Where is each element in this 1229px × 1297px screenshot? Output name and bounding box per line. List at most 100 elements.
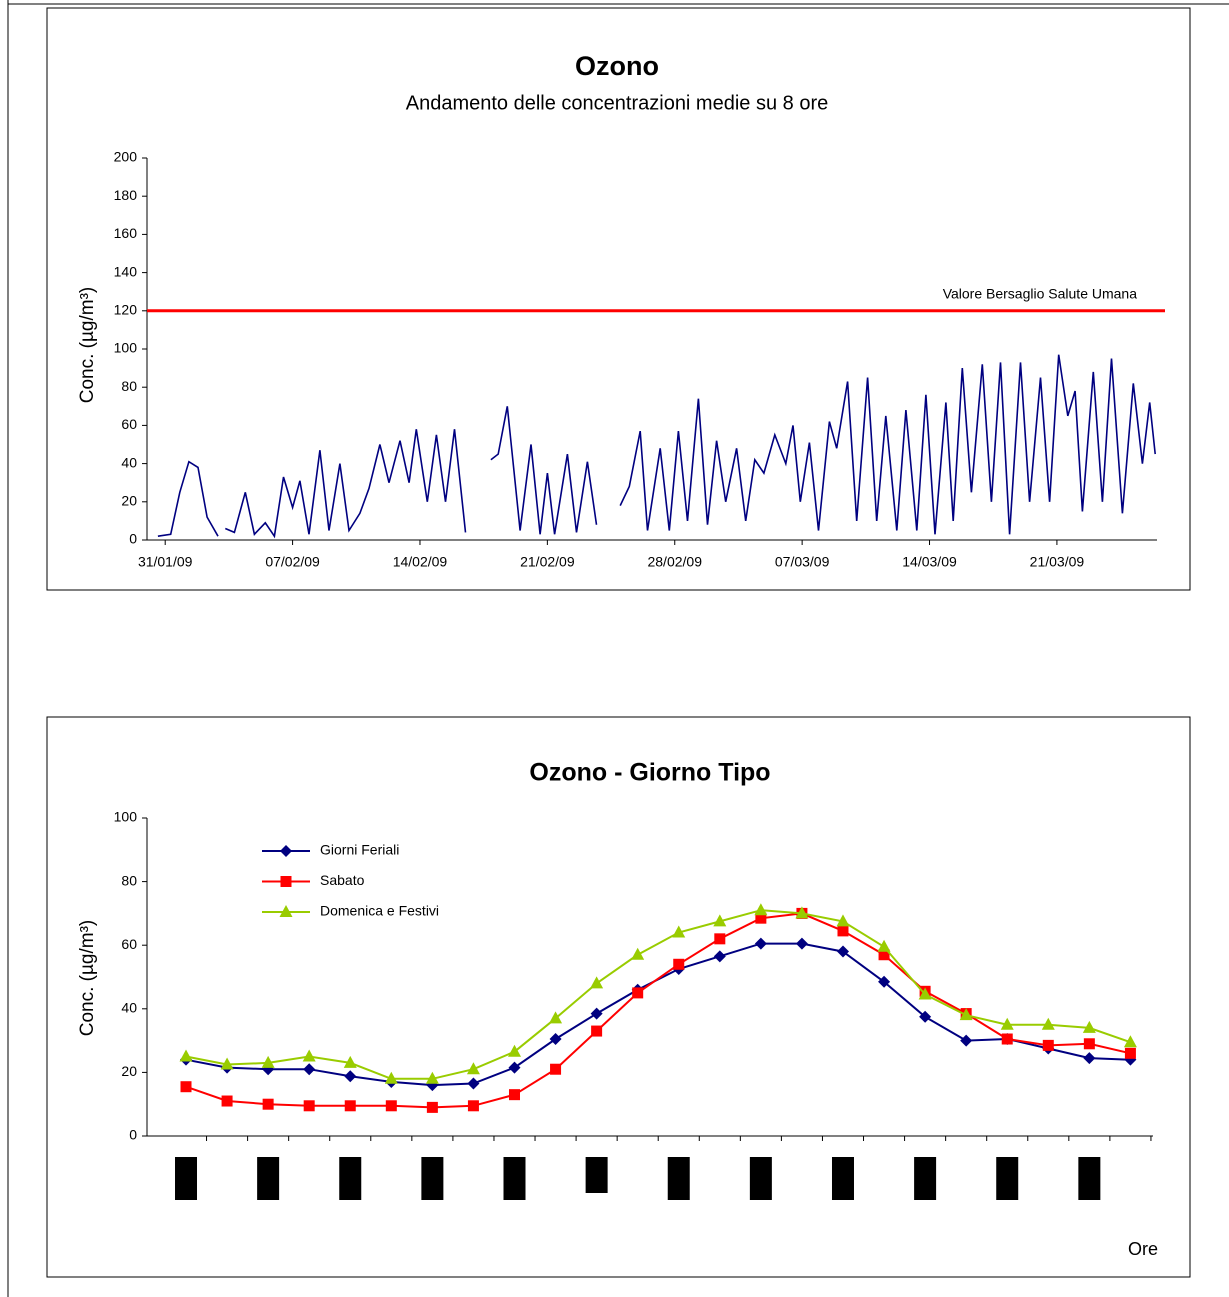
y-tick-label: 0 (129, 1127, 137, 1143)
y-tick-label: 20 (121, 1063, 137, 1079)
x-label-glyph (339, 1157, 362, 1200)
marker (344, 1070, 357, 1083)
x-label-glyph (831, 1157, 854, 1200)
y-tick-label: 200 (114, 149, 138, 165)
marker (384, 1071, 398, 1084)
marker (180, 1081, 192, 1093)
x-tick-label: 28/02/09 (647, 554, 702, 570)
marker (837, 925, 849, 937)
marker (591, 1025, 603, 1037)
chart-frame (46, 7, 1191, 591)
marker (1000, 1017, 1014, 1030)
chart-title: Ozono (575, 51, 659, 81)
y-tick-label: 0 (129, 531, 137, 547)
y-tick-label: 100 (114, 340, 138, 356)
marker (919, 1010, 932, 1023)
x-label-glyph (175, 1157, 198, 1200)
marker (836, 914, 850, 927)
marker (1123, 1035, 1137, 1048)
y-tick-label: 60 (121, 416, 137, 432)
x-tick-label: 21/03/09 (1030, 554, 1085, 570)
marker (303, 1063, 316, 1076)
marker (302, 1049, 316, 1062)
marker (713, 950, 726, 963)
marker (1083, 1038, 1095, 1050)
marker (262, 1098, 274, 1110)
x-label-glyph (749, 1157, 772, 1200)
x-label-glyph (421, 1157, 444, 1200)
legend-label: Giorni Feriali (320, 842, 399, 858)
x-tick-label: 14/03/09 (902, 554, 957, 570)
x-label-glyph (1078, 1157, 1101, 1200)
marker (1042, 1039, 1054, 1051)
y-tick-label: 120 (114, 302, 138, 318)
y-axis-label: Conc. (µg/m³) (77, 920, 98, 1037)
marker (960, 1034, 973, 1047)
x-tick-label: 07/02/09 (265, 554, 320, 570)
y-tick-label: 180 (114, 187, 138, 203)
y-tick-label: 40 (121, 1000, 137, 1016)
x-tick-label: 31/01/09 (138, 554, 193, 570)
reference-label: Valore Bersaglio Salute Umana (943, 286, 1138, 302)
marker (713, 914, 727, 927)
marker (1124, 1047, 1136, 1059)
marker (590, 976, 604, 989)
y-tick-label: 160 (114, 225, 138, 241)
marker (303, 1100, 315, 1112)
chart-subtitle: Andamento delle concentrazioni medie su … (406, 92, 828, 114)
marker (878, 975, 891, 988)
series-line (185, 909, 1131, 1080)
y-tick-label: 40 (121, 454, 137, 470)
marker (672, 925, 686, 938)
marker (221, 1095, 233, 1107)
marker (280, 845, 292, 857)
x-label-glyph (996, 1157, 1019, 1200)
marker (279, 905, 293, 917)
marker (673, 958, 685, 970)
marker (877, 939, 891, 952)
y-tick-label: 60 (121, 936, 137, 952)
marker (1082, 1020, 1096, 1033)
x-tick-label: 21/02/09 (520, 554, 575, 570)
marker (1041, 1017, 1055, 1030)
marker (590, 1007, 603, 1020)
marker (754, 903, 768, 916)
x-tick-label: 14/02/09 (393, 554, 448, 570)
marker (467, 1100, 479, 1112)
marker (261, 1055, 275, 1068)
marker (754, 937, 767, 950)
y-axis-label: Conc. (µg/m³) (77, 287, 98, 404)
y-tick-label: 100 (114, 809, 138, 825)
marker (878, 949, 890, 961)
marker (632, 987, 644, 999)
marker (795, 906, 809, 919)
marker (425, 1071, 439, 1084)
marker (220, 1057, 234, 1070)
x-label-glyph (257, 1157, 280, 1200)
x-axis-label: Ore (1128, 1239, 1158, 1259)
marker (344, 1100, 356, 1112)
legend-label: Sabato (320, 872, 365, 888)
x-label-glyph (585, 1157, 608, 1193)
marker (755, 912, 767, 924)
chart-title: Ozono - Giorno Tipo (529, 759, 770, 787)
y-tick-label: 80 (121, 872, 137, 888)
y-tick-label: 20 (121, 493, 137, 509)
x-label-glyph (914, 1157, 937, 1200)
marker (836, 945, 849, 958)
marker (631, 947, 645, 960)
marker (795, 937, 808, 950)
marker (918, 987, 932, 1000)
y-tick-label: 80 (121, 378, 137, 394)
chart-frame (46, 716, 1191, 1278)
marker (549, 1033, 562, 1046)
marker (1083, 1052, 1096, 1065)
marker (179, 1049, 193, 1062)
series-line (185, 912, 1131, 1109)
marker (467, 1077, 480, 1090)
marker (508, 1061, 521, 1074)
marker (508, 1089, 520, 1101)
marker (507, 1044, 521, 1057)
x-label-glyph (503, 1157, 526, 1200)
